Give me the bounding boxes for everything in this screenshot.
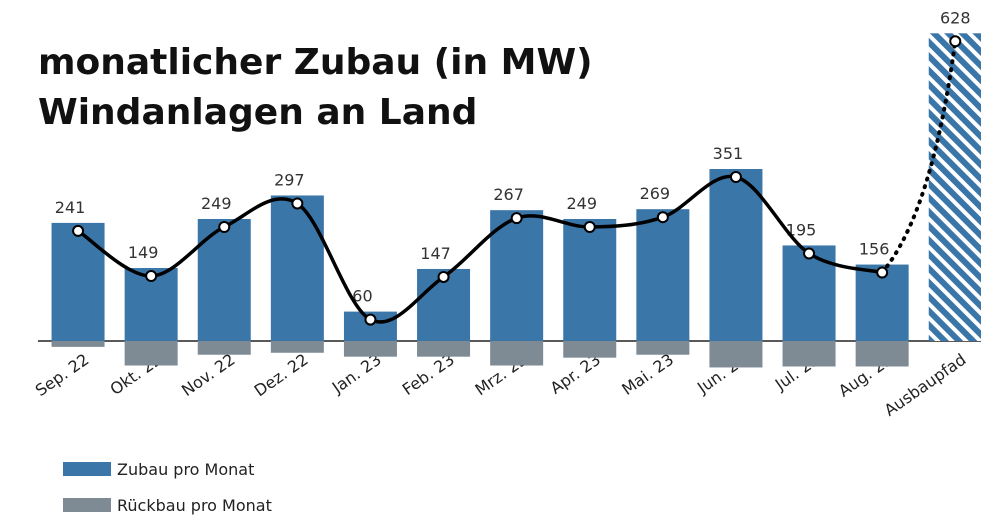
value-label: 628 (940, 8, 971, 27)
bar-negative (124, 341, 178, 366)
bar-negative (490, 341, 544, 366)
point (510, 212, 523, 225)
point (145, 269, 158, 282)
value-label: 149 (128, 243, 159, 262)
bar-negative (855, 341, 909, 367)
bar (197, 218, 251, 341)
value-label: 249 (566, 194, 597, 213)
bar-negative (343, 341, 397, 357)
legend-swatch (63, 462, 111, 476)
bar (782, 245, 836, 341)
chart-title: Windanlagen an Land (38, 92, 477, 133)
bar-negative (51, 341, 105, 347)
x-tick-label: Nov. 22 (178, 350, 238, 400)
point (729, 171, 742, 184)
x-tick-label: Mai. 23 (618, 350, 677, 399)
bar (490, 210, 544, 341)
value-label: 156 (859, 240, 890, 259)
x-tick-label: Dez. 22 (251, 350, 312, 401)
value-label: 60 (352, 287, 372, 306)
point (437, 270, 450, 283)
legend-label: Zubau pro Monat (117, 460, 254, 479)
bar-negative (709, 341, 763, 368)
bar-negative (417, 341, 471, 357)
point (656, 211, 669, 224)
point (876, 266, 889, 279)
x-tick-label: Feb. 23 (399, 350, 458, 399)
bar (636, 209, 690, 341)
x-tick-label: Sep. 22 (32, 350, 93, 400)
point (364, 313, 377, 326)
bar (563, 218, 617, 341)
value-label: 297 (274, 170, 305, 189)
legend-swatch (63, 498, 111, 512)
value-label: 147 (420, 244, 451, 263)
bar-negative (563, 341, 617, 358)
bar-negative (270, 341, 324, 353)
point (218, 220, 231, 233)
bar (709, 169, 763, 341)
bar (51, 222, 105, 341)
bar (928, 33, 981, 341)
bar-negative (782, 341, 836, 367)
bar (270, 195, 324, 341)
value-label: 267 (493, 185, 524, 204)
x-tick-label: Jan. 23 (328, 350, 385, 398)
point (949, 35, 962, 48)
bar-negative (636, 341, 690, 355)
chart-title: monatlicher Zubau (in MW) (38, 42, 593, 83)
point (803, 247, 816, 260)
point (291, 197, 304, 210)
point (583, 220, 596, 233)
point (72, 224, 85, 237)
value-label: 269 (640, 184, 671, 203)
legend-label: Rückbau pro Monat (117, 496, 272, 515)
value-label: 195 (786, 220, 817, 239)
value-label: 249 (201, 194, 232, 213)
value-label: 241 (55, 198, 86, 217)
value-label: 351 (713, 144, 744, 163)
bar-negative (197, 341, 251, 355)
trend-line-dotted (880, 39, 958, 275)
